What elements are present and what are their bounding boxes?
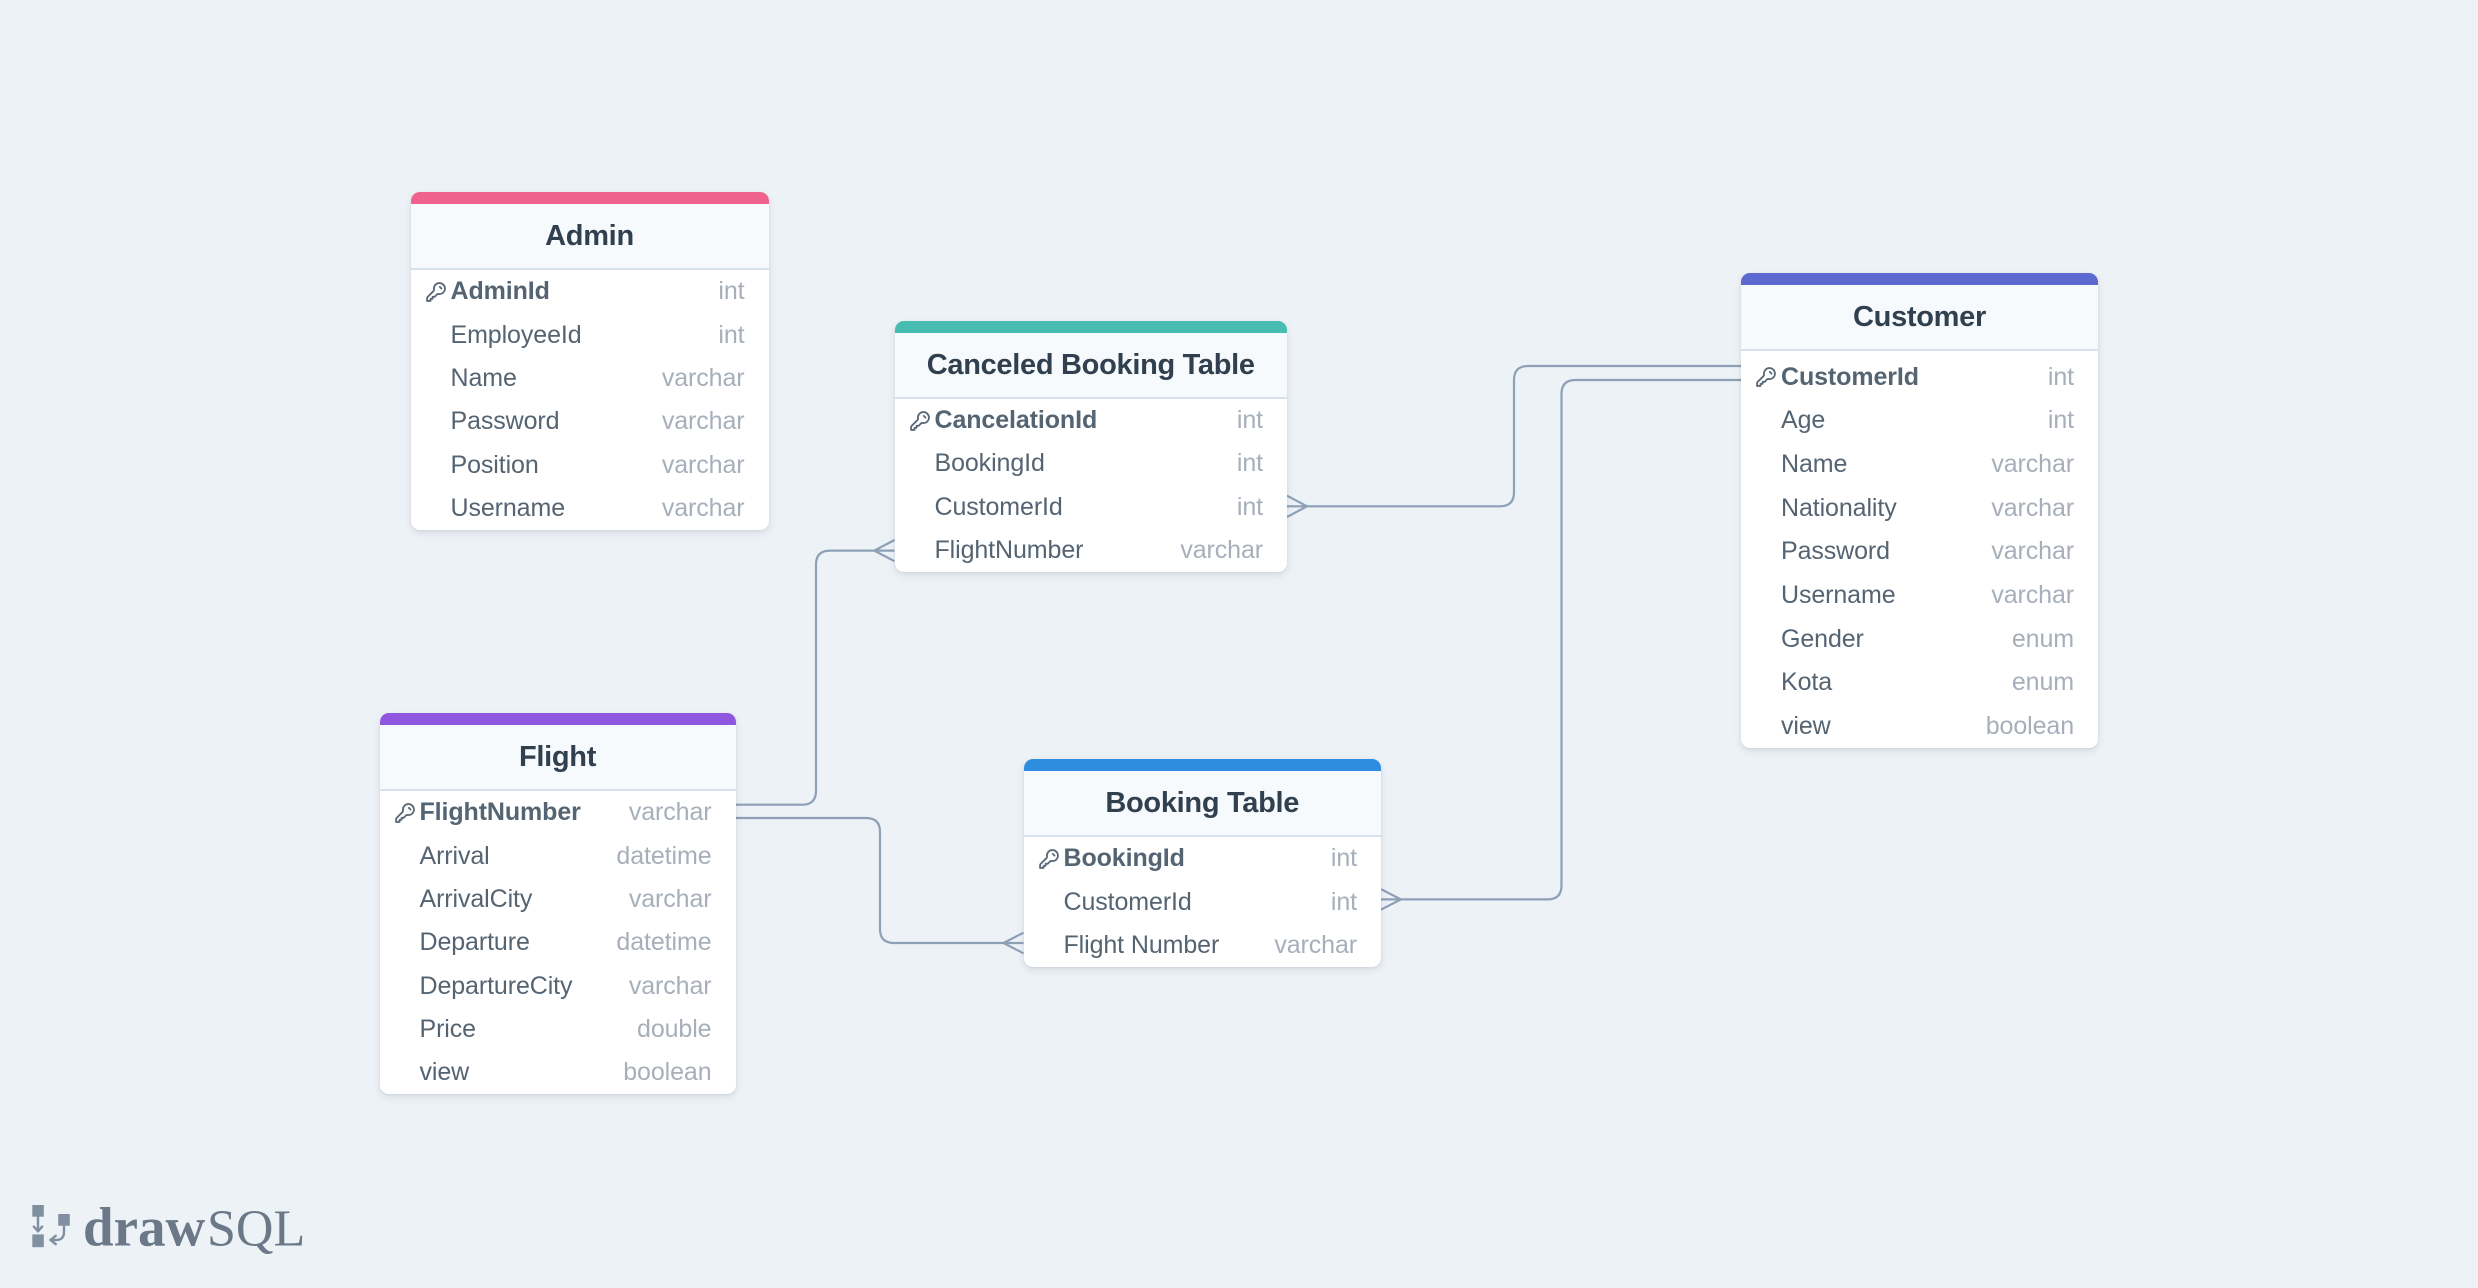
svg-text:SQL: SQL (207, 1201, 305, 1258)
svg-text:draw: draw (83, 1197, 206, 1258)
